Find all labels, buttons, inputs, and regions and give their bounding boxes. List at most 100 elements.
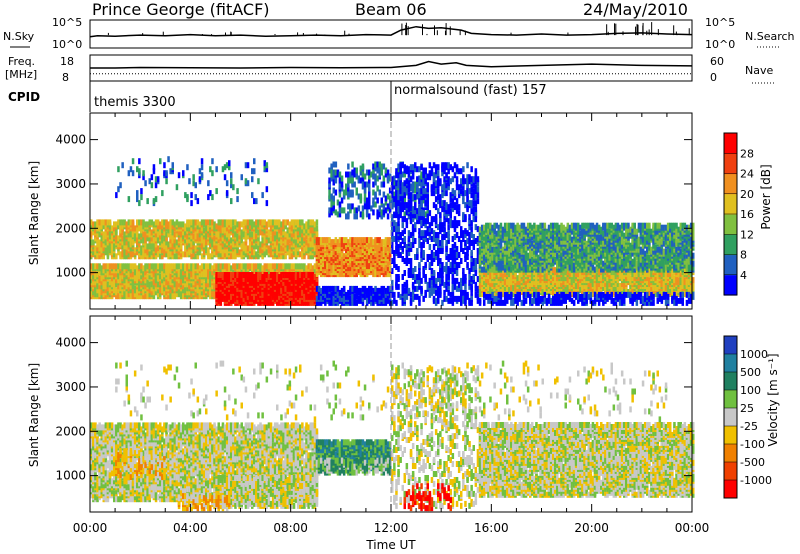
heatmap-cell [282,245,285,252]
heatmap-cell [217,243,220,250]
heatmap-cell [278,219,281,226]
heatmap-cell [244,251,248,258]
heatmap-cell [146,253,149,260]
heatmap-cell [184,263,187,270]
heatmap-cell [165,239,168,246]
heatmap-cell [202,281,206,288]
heatmap-cell [115,287,118,294]
heatmap-cell [313,263,317,270]
heatmap-cell [223,227,227,234]
heatmap-cell [190,271,193,278]
heatmap-cell [146,273,149,280]
heatmap-cell [194,291,197,298]
heatmap-cell [165,219,168,226]
heatmap-cell [154,219,158,226]
heatmap-cell [207,239,210,246]
heatmap-cell [173,237,177,244]
heatmap-cell [152,241,156,248]
heatmap-cell [123,235,126,242]
freq-unit: [MHz] [5,68,37,81]
heatmap-cell [244,267,248,274]
heatmap-cell [192,219,195,226]
heatmap-cell [355,187,358,194]
heatmap-cell [177,289,181,296]
heatmap-cell [244,231,248,238]
heatmap-cell [196,293,200,300]
heatmap-cell [271,219,275,226]
heatmap-cell [284,263,287,270]
nave-tick-top: 60 [710,55,724,68]
heatmap-cell [368,191,371,198]
heatmap-cell [286,263,289,270]
heatmap-cell [403,236,406,242]
heatmap-cell [251,245,254,252]
heatmap-cell [184,281,187,288]
heatmap-cell [246,245,250,252]
heatmap-cell [238,233,241,240]
heatmap-cell [154,285,158,292]
heatmap-cell [261,241,264,248]
heatmap-cell [138,219,141,226]
heatmap-cell [205,263,208,270]
heatmap-cell [98,231,101,238]
heatmap-cell [273,223,277,230]
heatmap-cell [280,229,283,236]
heatmap-cell [90,263,93,270]
heatmap-cell [104,219,108,226]
heatmap-cell [171,287,174,294]
heatmap-cell [106,243,110,250]
heatmap-cell [269,245,273,252]
heatmap-cell [146,221,149,228]
heatmap-cell [257,263,260,270]
heatmap-cell [163,241,166,248]
heatmap-cell [286,243,289,250]
heatmap-cell [273,235,277,242]
heatmap-cell [94,249,97,256]
heatmap-cell [278,243,281,250]
heatmap-cell [353,181,356,188]
heatmap-cell [150,263,154,270]
heatmap-cell [230,219,233,226]
heatmap-cell [177,281,181,288]
heatmap-cell [190,263,193,270]
heatmap-cell [171,223,174,230]
heatmap-cell [102,267,105,274]
heatmap-cell [163,289,166,296]
heatmap-cell [240,263,243,270]
heatmap-cell [238,229,241,236]
heatmap-cell [271,229,275,236]
heatmap-cell [131,251,135,258]
heatmap-cell [213,225,216,232]
heatmap-cell [261,265,264,272]
cpid-mode-1: themis 3300 [94,95,176,110]
heatmap-cell [171,263,174,270]
heatmap-cell [215,263,218,270]
heatmap-cell [92,221,95,228]
heatmap-cell [194,229,197,236]
heatmap-cell [163,267,166,274]
heatmap-cell [242,263,246,270]
heatmap-cell [232,263,235,270]
heatmap-cell [217,225,220,232]
heatmap-cell [121,263,124,270]
heatmap-cell [253,249,256,256]
heatmap-cell [104,263,108,270]
heatmap-cell [217,263,220,270]
heatmap-cell [282,253,285,260]
heatmap-cell [198,281,202,288]
heatmap-cell [186,285,189,292]
heatmap-cell [269,235,273,242]
heatmap-cell [165,231,168,238]
heatmap-cell [230,237,233,244]
heatmap-cell [236,263,239,270]
heatmap-cell [263,251,266,258]
heatmap-cell [159,221,162,228]
heatmap-cell [219,219,223,226]
heatmap-cell [188,241,191,248]
heatmap-cell [234,223,237,230]
heatmap-cell [133,247,137,254]
heatmap-cell [127,263,131,270]
heatmap-cell [242,219,246,226]
heatmap-cell [403,228,406,235]
